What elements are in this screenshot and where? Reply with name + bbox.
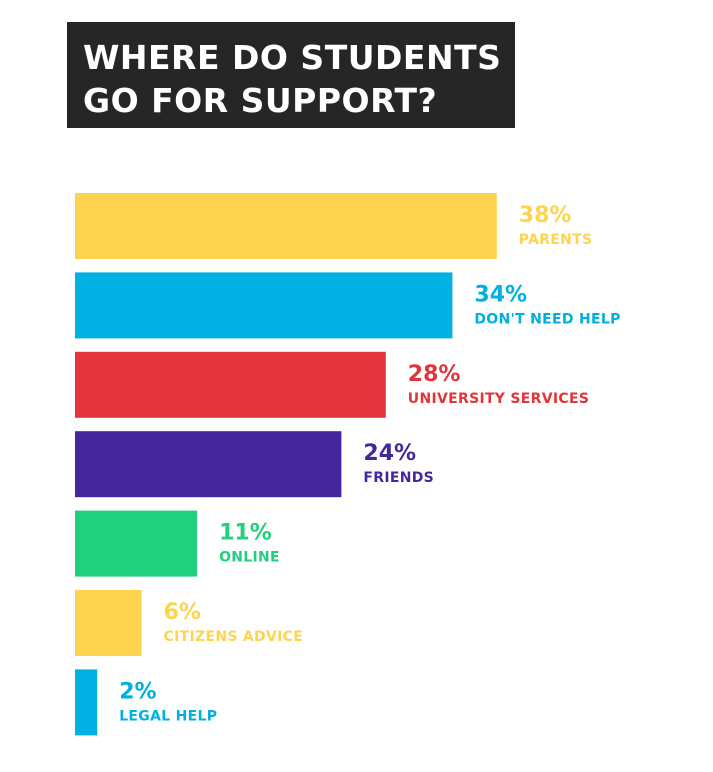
value-label-parents: 38%: [519, 203, 572, 228]
bar-friends: [75, 431, 342, 498]
value-label-friends: 24%: [363, 441, 416, 466]
category-label-parents: PARENTS: [519, 232, 593, 248]
bar-university-services: [75, 351, 386, 418]
chart-title: WHERE DO STUDENTS GO FOR SUPPORT?: [67, 22, 515, 128]
value-label-university-services: 28%: [408, 362, 461, 387]
bar-parents: [75, 193, 497, 259]
category-label-legal-help: LEGAL HELP: [119, 708, 217, 724]
value-label-legal-help: 2%: [119, 679, 156, 704]
value-label-online: 11%: [219, 521, 272, 546]
category-label-friends: FRIENDS: [363, 470, 434, 486]
category-label-citizens-advice: CITIZENS ADVICE: [164, 629, 303, 645]
bar-citizens-advice: [75, 590, 142, 656]
title-line-2: GO FOR SUPPORT?: [83, 81, 438, 120]
bar-legal-help: [75, 669, 98, 736]
bar-online: [75, 510, 198, 577]
title-line-1: WHERE DO STUDENTS: [83, 38, 502, 77]
category-label-don-t-need-help: DON'T NEED HELP: [474, 311, 620, 327]
value-label-don-t-need-help: 34%: [474, 282, 527, 307]
category-label-online: ONLINE: [219, 550, 280, 566]
category-label-university-services: UNIVERSITY SERVICES: [408, 391, 589, 407]
value-label-citizens-advice: 6%: [164, 600, 201, 625]
bar-don-t-need-help: [75, 272, 453, 339]
